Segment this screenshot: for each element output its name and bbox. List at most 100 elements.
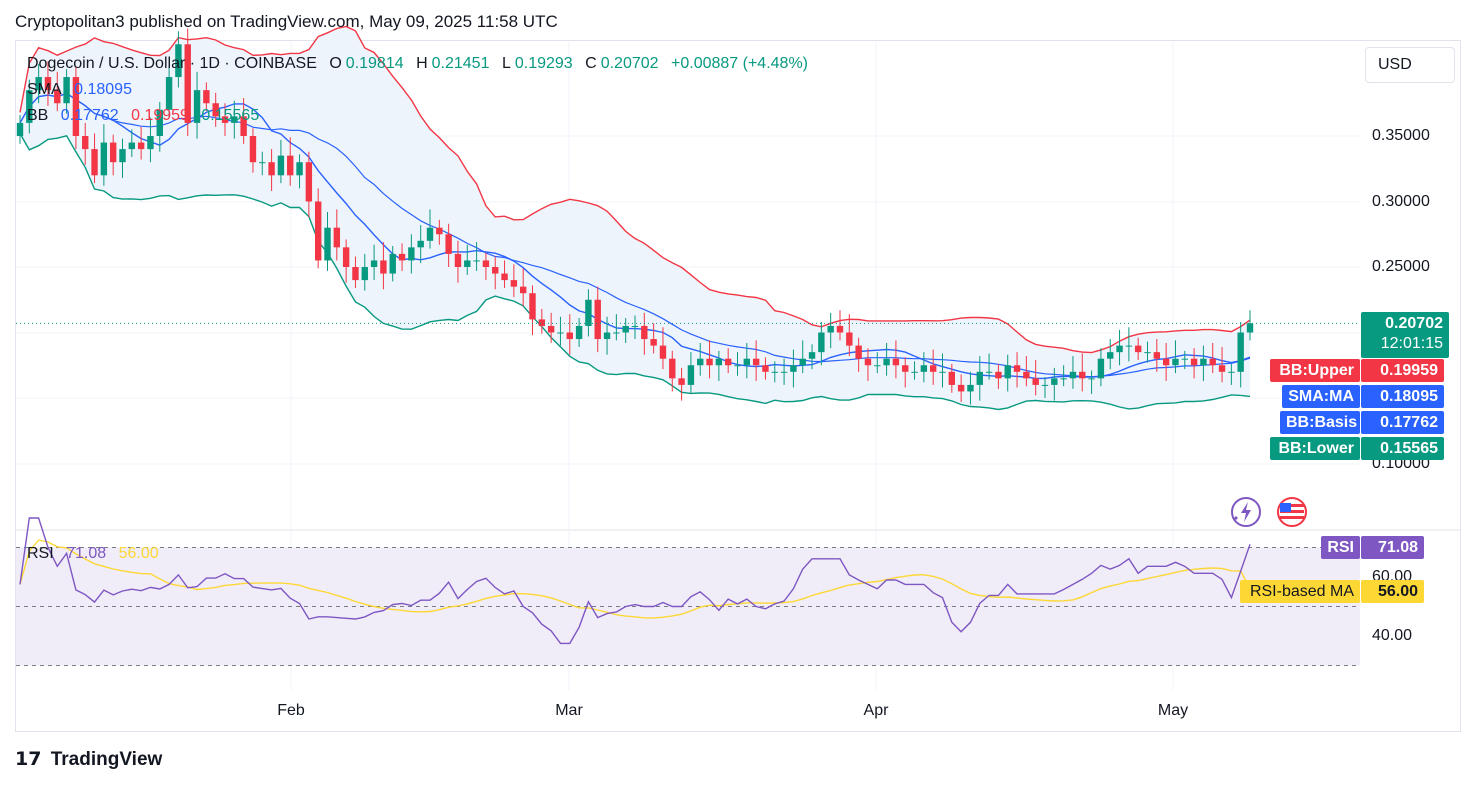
candle-body[interactable]	[1134, 345, 1142, 353]
candle-body[interactable]	[1200, 358, 1207, 366]
candle-body[interactable]	[1023, 371, 1030, 379]
candle-body[interactable]	[687, 365, 695, 385]
candle-body[interactable]	[380, 260, 387, 274]
candle-body[interactable]	[874, 365, 881, 367]
candle-body[interactable]	[100, 142, 108, 176]
candle-body[interactable]	[743, 358, 751, 366]
candle-body[interactable]	[557, 332, 564, 334]
candle-body[interactable]	[780, 371, 788, 373]
candle-body[interactable]	[939, 371, 946, 373]
candle-body[interactable]	[212, 103, 219, 117]
candle-body[interactable]	[91, 149, 98, 176]
candle-body[interactable]	[249, 136, 257, 163]
candle-body[interactable]	[1125, 345, 1133, 347]
candle-body[interactable]	[510, 280, 518, 287]
candle-body[interactable]	[492, 267, 499, 274]
candle-body[interactable]	[408, 247, 415, 261]
candle-body[interactable]	[529, 293, 536, 320]
candle-body[interactable]	[594, 299, 601, 340]
candle-body[interactable]	[715, 358, 723, 366]
candle-body[interactable]	[305, 162, 313, 202]
candle-body[interactable]	[1209, 358, 1216, 366]
candle-body[interactable]	[1153, 352, 1161, 359]
candle-body[interactable]	[790, 365, 797, 372]
tradingview-logo[interactable]: 17 TradingView	[15, 748, 162, 771]
candle-body[interactable]	[72, 77, 80, 136]
candle-body[interactable]	[156, 109, 163, 136]
candle-body[interactable]	[957, 384, 965, 392]
candle-body[interactable]	[417, 240, 424, 248]
candle-body[interactable]	[985, 371, 993, 373]
legend-bb-row[interactable]: BB 0.17762 0.19959 0.15565	[27, 107, 259, 125]
candle-body[interactable]	[799, 358, 806, 366]
candle-body[interactable]	[585, 299, 592, 326]
candle-body[interactable]	[1190, 358, 1198, 366]
candle-body[interactable]	[538, 319, 546, 326]
candle-body[interactable]	[846, 332, 853, 346]
candle-body[interactable]	[1172, 358, 1179, 366]
currency-button[interactable]: USD	[1365, 47, 1455, 83]
candle-body[interactable]	[44, 77, 52, 91]
candle-body[interactable]	[920, 365, 928, 372]
candle-body[interactable]	[1013, 365, 1021, 372]
candle-body[interactable]	[287, 155, 294, 176]
candle-body[interactable]	[501, 273, 508, 281]
candle-body[interactable]	[1004, 365, 1011, 379]
candle-body[interactable]	[426, 227, 434, 241]
candle-body[interactable]	[818, 332, 825, 353]
candle-body[interactable]	[82, 136, 89, 150]
candle-body[interactable]	[231, 116, 238, 123]
candle-body[interactable]	[203, 90, 210, 104]
candle-body[interactable]	[911, 371, 918, 373]
lightning-icon[interactable]	[1231, 497, 1261, 527]
candle-body[interactable]	[314, 201, 322, 261]
candle-body[interactable]	[892, 358, 900, 366]
candle-body[interactable]	[26, 90, 33, 123]
candle-body[interactable]	[1041, 384, 1049, 386]
candle-body[interactable]	[808, 352, 816, 359]
candle-body[interactable]	[1144, 352, 1151, 354]
candle-body[interactable]	[1228, 371, 1235, 373]
candle-body[interactable]	[659, 345, 667, 359]
candle-body[interactable]	[566, 332, 573, 340]
candle-body[interactable]	[1069, 371, 1077, 379]
candle-body[interactable]	[1246, 323, 1254, 333]
candle-body[interactable]	[259, 162, 266, 164]
candle-body[interactable]	[771, 371, 778, 373]
candle-body[interactable]	[361, 267, 368, 281]
candle-body[interactable]	[109, 142, 117, 163]
candle-body[interactable]	[436, 227, 443, 235]
candle-body[interactable]	[641, 325, 648, 340]
legend-rsi-row[interactable]: RSI 71.08 56.00	[27, 545, 159, 563]
candle-body[interactable]	[1051, 378, 1058, 385]
candle-body[interactable]	[762, 365, 769, 372]
candle-body[interactable]	[603, 332, 611, 340]
symbol-name[interactable]: Dogecoin / U.S. Dollar · 1D · COINBASE	[27, 55, 317, 72]
candle-body[interactable]	[147, 136, 154, 150]
candle-body[interactable]	[1097, 358, 1105, 379]
candle-body[interactable]	[464, 260, 471, 267]
candle-body[interactable]	[137, 142, 145, 150]
candle-body[interactable]	[948, 371, 956, 385]
candle-body[interactable]	[1088, 378, 1095, 380]
candle-body[interactable]	[324, 227, 331, 261]
candle-body[interactable]	[613, 332, 620, 334]
candle-body[interactable]	[35, 77, 42, 91]
candle-body[interactable]	[240, 116, 247, 136]
candle-body[interactable]	[482, 260, 490, 267]
candle-body[interactable]	[836, 325, 844, 333]
candle-body[interactable]	[678, 378, 685, 385]
candle-body[interactable]	[119, 149, 126, 163]
candle-body[interactable]	[1116, 345, 1123, 353]
candle-body[interactable]	[1181, 358, 1188, 360]
candle-body[interactable]	[1032, 378, 1039, 385]
candle-body[interactable]	[724, 358, 732, 366]
candle-body[interactable]	[622, 325, 629, 333]
candle-body[interactable]	[883, 358, 890, 366]
candle-body[interactable]	[967, 384, 974, 392]
candle-body[interactable]	[342, 247, 350, 267]
candle-body[interactable]	[976, 371, 983, 385]
candle-body[interactable]	[1218, 365, 1226, 372]
candle-body[interactable]	[752, 358, 760, 366]
candle-body[interactable]	[277, 155, 285, 176]
